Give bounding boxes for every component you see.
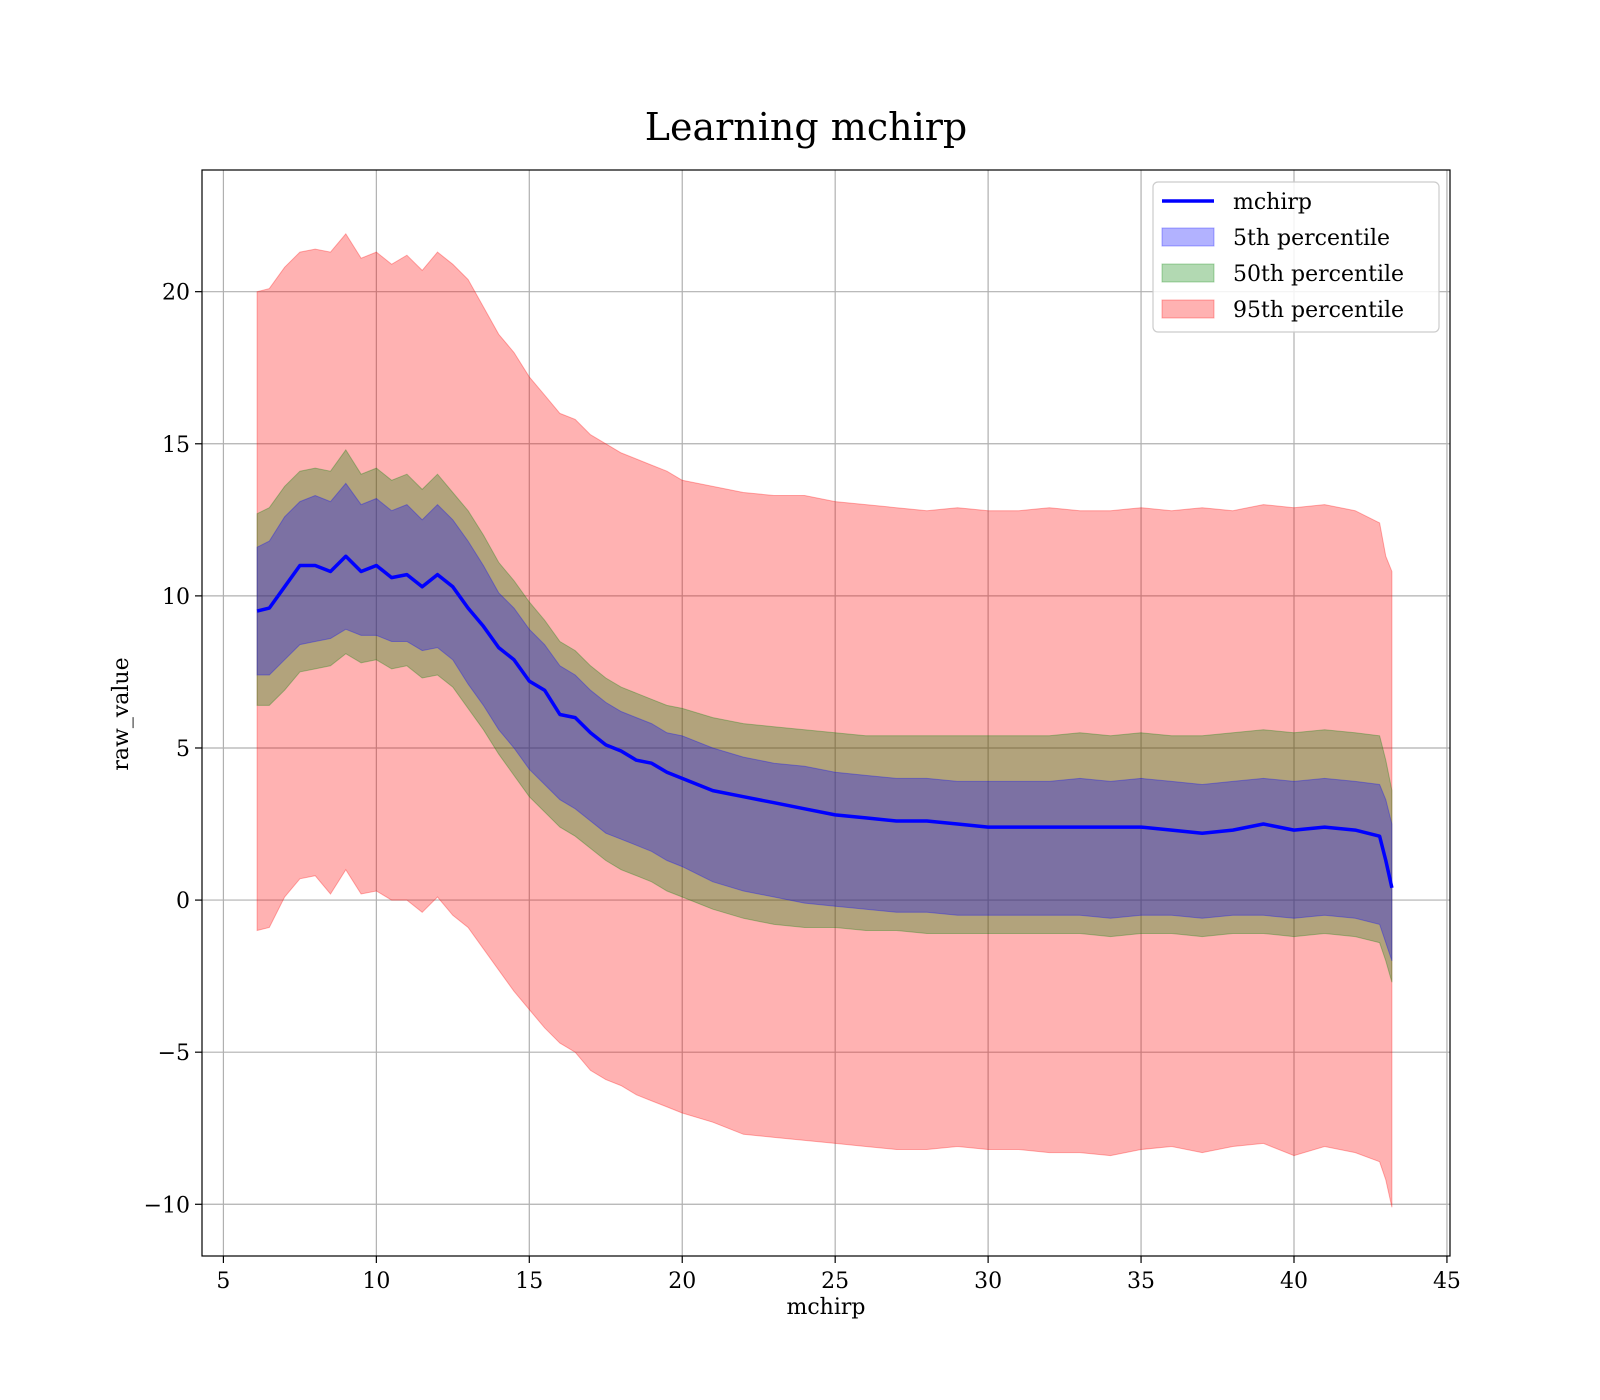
legend-swatch-95th-percentile <box>1161 299 1215 319</box>
x-tick-label: 35 <box>1127 1269 1155 1294</box>
legend-swatch-5th-percentile <box>1161 227 1215 247</box>
x-tick-label: 5 <box>216 1269 230 1294</box>
band-95th-percentile <box>256 233 1393 1208</box>
x-tick-label: 10 <box>362 1269 390 1294</box>
x-tick-label: 40 <box>1280 1269 1308 1294</box>
y-tick-label: 5 <box>176 737 190 762</box>
legend-label-mchirp: mchirp <box>1233 190 1312 215</box>
x-tick-label: 45 <box>1433 1269 1461 1294</box>
y-tick-label: 20 <box>162 281 190 306</box>
y-tick-label: −10 <box>144 1193 190 1218</box>
x-tick-label: 15 <box>515 1269 543 1294</box>
x-tick-label: 25 <box>821 1269 849 1294</box>
y-tick-label: 15 <box>162 433 190 458</box>
y-tick-label: 10 <box>162 585 190 610</box>
legend-swatch-50th-percentile <box>1161 263 1215 283</box>
x-tick-label: 20 <box>668 1269 696 1294</box>
y-axis-label: raw_value <box>109 657 134 770</box>
legend-label-95th-percentile: 95th percentile <box>1233 298 1404 323</box>
band-5th-percentile <box>256 482 1393 962</box>
plot-background <box>202 170 1450 1256</box>
plot-frame <box>201 169 1451 1257</box>
x-axis-label: mchirp <box>787 1295 866 1320</box>
plot-area: 5 10 15 20 25 30 35 40 45 −10 −5 0 5 10 15 20 <box>144 169 1461 1294</box>
y-axis-ticks: −10 −5 0 5 10 15 20 <box>144 281 202 1218</box>
y-tick-label: 0 <box>176 889 190 914</box>
mchirp-line-group <box>256 554 1394 889</box>
legend-label-50th-percentile: 50th percentile <box>1233 262 1404 287</box>
chart-title: Learning mchirp <box>645 105 967 149</box>
legend-label-5th-percentile: 5th percentile <box>1233 226 1390 251</box>
y-tick-label: −5 <box>158 1041 190 1066</box>
x-tick-label: 30 <box>974 1269 1002 1294</box>
percentile-bands <box>256 233 1393 1208</box>
x-axis-ticks: 5 10 15 20 25 30 35 40 45 <box>216 1256 1461 1294</box>
series-line-mchirp <box>256 554 1394 889</box>
legend-frame <box>1152 181 1440 333</box>
legend: mchirp 5th percentile 50th percentile 95… <box>1152 181 1440 333</box>
band-50th-percentile <box>256 449 1393 983</box>
